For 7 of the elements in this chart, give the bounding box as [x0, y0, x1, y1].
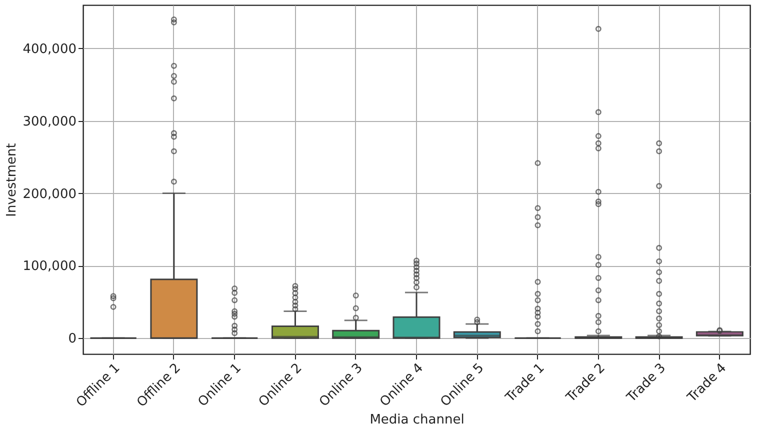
y-axis-title: Investment [4, 143, 20, 217]
y-tick-label: 200,000 [22, 186, 76, 202]
y-tick-label: 0 [68, 332, 76, 347]
y-tick-label: 300,000 [22, 114, 76, 130]
x-axis-title: Media channel [370, 412, 464, 428]
y-tick-label: 100,000 [22, 259, 76, 274]
y-tick-label: 400,000 [22, 42, 76, 57]
